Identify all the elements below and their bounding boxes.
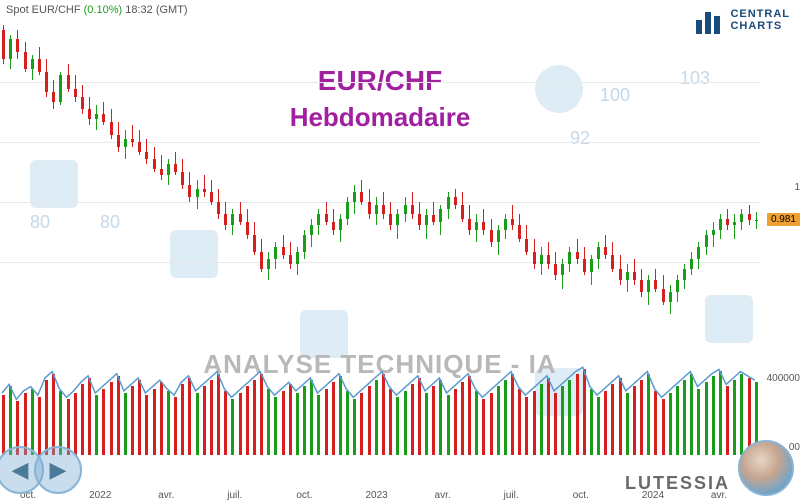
- candlestick-chart[interactable]: [0, 22, 760, 322]
- header-info: Spot EUR/CHF (0.10%) 18:32 (GMT): [6, 4, 188, 16]
- brand-lutessia: LUTESSIA: [625, 473, 730, 494]
- nav-circles: ◀ ▶: [6, 446, 82, 494]
- vol-tick-lo: 00: [789, 442, 800, 453]
- x-tick: 2022: [89, 490, 111, 501]
- x-tick: avr.: [158, 490, 174, 501]
- volume-line: [0, 365, 760, 455]
- nav-next-button[interactable]: ▶: [34, 446, 82, 494]
- price-tick-1: 1: [794, 182, 800, 193]
- x-tick: juil.: [504, 490, 519, 501]
- chart-area: 1 0.981: [0, 22, 760, 362]
- vol-tick-hi: 400000: [767, 373, 800, 384]
- timestamp: 18:32 (GMT): [125, 4, 187, 16]
- avatar-icon[interactable]: [738, 440, 794, 496]
- x-tick: 2023: [365, 490, 387, 501]
- pct-change: (0.10%): [84, 4, 123, 16]
- x-tick: juil.: [227, 490, 242, 501]
- x-tick: oct.: [296, 490, 312, 501]
- last-price-tag: 0.981: [767, 213, 800, 226]
- x-tick: avr.: [435, 490, 451, 501]
- pair-name: Spot EUR/CHF: [6, 4, 81, 16]
- volume-area: 400000 00: [0, 365, 760, 455]
- x-tick: oct.: [573, 490, 589, 501]
